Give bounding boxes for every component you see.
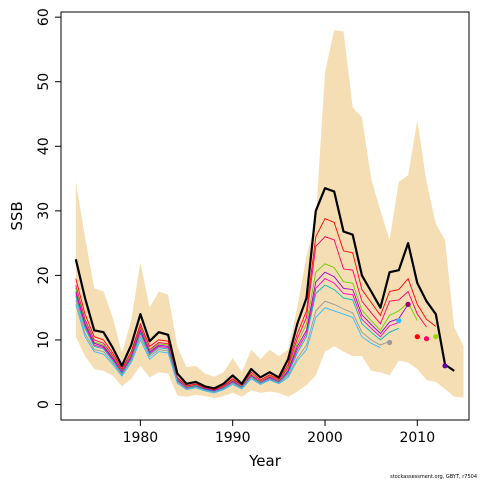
ssb-main-line [74, 187, 455, 390]
retro-endpoint-2007 [387, 339, 393, 346]
y-tick-label-40: 40 [36, 137, 52, 155]
retro-endpoint-2009 [405, 301, 411, 307]
y-axis-label: SSB [8, 201, 26, 230]
x-tick-label-1990: 1990 [215, 430, 251, 446]
retro-line-8 [75, 304, 381, 394]
x-tick-label-1980: 1980 [123, 430, 159, 446]
y-tick-label-20: 20 [36, 266, 52, 284]
x-axis: 1980 1990 2000 2010 [123, 420, 435, 446]
retro-line-7 [75, 299, 390, 393]
x-tick-label-2010: 2010 [399, 430, 435, 446]
y-tick-label-50: 50 [36, 73, 52, 91]
x-tick-label-2000: 2000 [307, 430, 343, 446]
retro-line-6 [75, 284, 399, 393]
credit-text: stockassessment.org, GBYT, r7504 [390, 474, 477, 480]
retro-line-2 [75, 236, 427, 391]
x-axis-label: Year [248, 452, 282, 470]
retro-endpoints-layer [387, 301, 448, 369]
retro-endpoint-2012 [433, 334, 439, 340]
confidence-band-layer [75, 30, 464, 399]
retro-endpoint-2008 [396, 318, 402, 324]
retro-line-5 [75, 278, 399, 393]
y-axis: 0 10 20 30 40 50 60 [36, 8, 61, 409]
plot-frame [60, 11, 470, 421]
y-tick-label-30: 30 [36, 202, 52, 220]
retro-lines-layer [75, 218, 437, 394]
y-tick-label-60: 60 [36, 8, 52, 26]
y-tick-label-10: 10 [36, 331, 52, 349]
confidence-band [75, 30, 464, 399]
retro-endpoint-2011 [423, 336, 430, 342]
retro-line-1 [75, 218, 437, 391]
retro-endpoint-2013 [442, 363, 448, 369]
main-line-layer [74, 187, 455, 390]
retro-endpoint-2010 [414, 334, 420, 340]
y-tick-label-0: 0 [36, 400, 52, 409]
